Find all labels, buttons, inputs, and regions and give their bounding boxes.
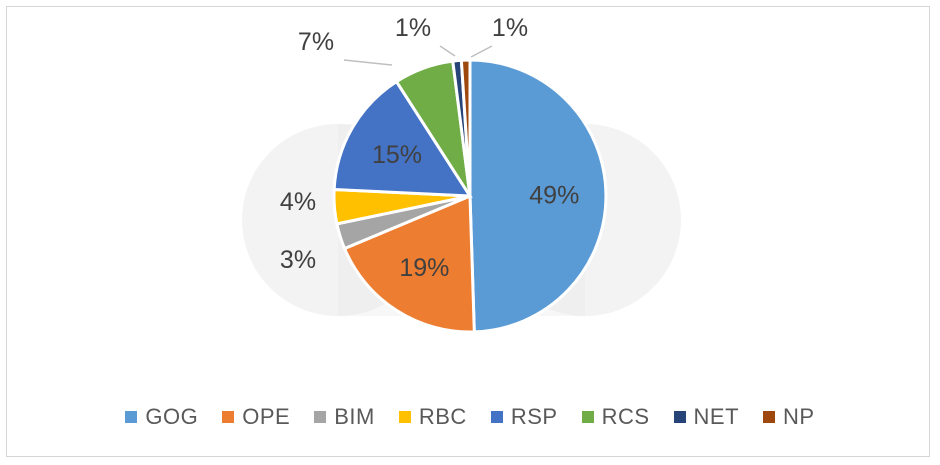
legend-swatch bbox=[581, 411, 594, 423]
legend-item-net: NET bbox=[673, 404, 740, 430]
legend-item-rsp: RSP bbox=[490, 404, 558, 430]
legend-item-gog: GOG bbox=[125, 404, 198, 430]
leader-line-np bbox=[470, 45, 493, 58]
pie-slice-rsp bbox=[332, 79, 473, 198]
data-label-ope: 19% bbox=[399, 254, 449, 282]
pie-slice-ope bbox=[342, 193, 476, 334]
legend-item-rbc: RBC bbox=[398, 404, 467, 430]
data-label-np: 1% bbox=[492, 14, 528, 42]
legend-swatch bbox=[398, 411, 411, 423]
legend-label: GOG bbox=[145, 404, 199, 429]
pie-slice-np bbox=[459, 58, 472, 197]
data-label-net: 1% bbox=[395, 14, 431, 42]
legend-label: BIM bbox=[334, 404, 375, 429]
pie-slice-gog bbox=[468, 58, 608, 334]
legend-swatch bbox=[125, 411, 138, 423]
legend-swatch bbox=[673, 411, 686, 423]
data-label-rbc: 4% bbox=[280, 188, 316, 216]
data-label-bim: 3% bbox=[280, 246, 316, 274]
legend-swatch bbox=[490, 411, 503, 423]
legend-swatch bbox=[763, 411, 776, 423]
leader-line-net bbox=[439, 45, 456, 57]
legend-label: NET bbox=[693, 404, 740, 429]
legend-label: RBC bbox=[418, 404, 467, 429]
legend-label: OPE bbox=[242, 404, 291, 429]
legend-item-bim: BIM bbox=[314, 404, 375, 430]
legend-label: NP bbox=[783, 404, 815, 429]
chart-legend: GOG OPE BIM RBC RSP RCS NET NP bbox=[0, 399, 940, 435]
legend-label: RSP bbox=[510, 404, 558, 429]
legend-label: RCS bbox=[601, 404, 650, 429]
legend-swatch bbox=[314, 411, 327, 423]
legend-item-np: NP bbox=[763, 404, 815, 430]
legend-item-rcs: RCS bbox=[581, 404, 650, 430]
legend-item-ope: OPE bbox=[222, 404, 290, 430]
data-label-rcs: 7% bbox=[298, 28, 334, 56]
data-label-gog: 49% bbox=[529, 182, 579, 210]
legend-swatch bbox=[222, 411, 235, 423]
leader-line-rcs bbox=[343, 59, 393, 66]
data-label-rsp: 15% bbox=[372, 141, 422, 169]
